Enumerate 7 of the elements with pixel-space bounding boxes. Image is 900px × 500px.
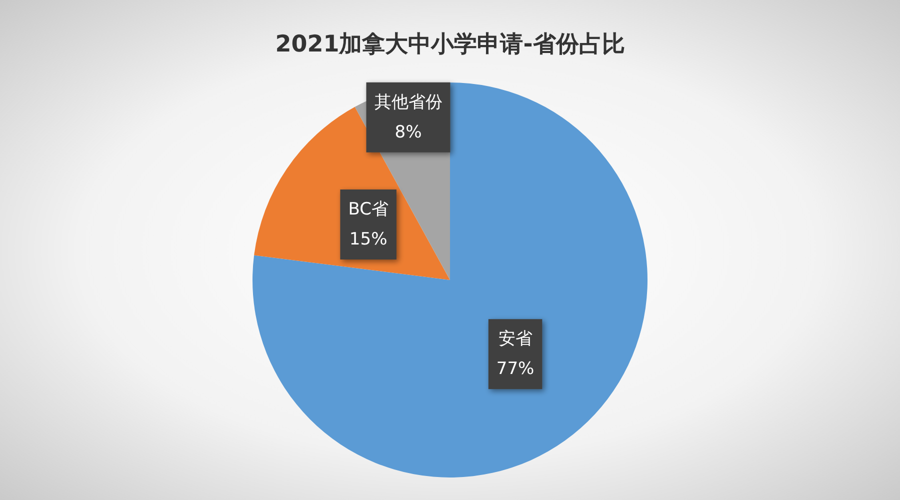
slice-label: 其他省份 [374, 92, 442, 112]
slice-label: 安省 [498, 329, 532, 350]
data-label: 8% [394, 122, 422, 142]
slice-label: BC省 [348, 199, 388, 220]
chart-title: 2021加拿大中小学申请-省份占比 [275, 32, 625, 58]
data-label: 15% [349, 229, 388, 250]
data-label: 77% [496, 359, 534, 380]
